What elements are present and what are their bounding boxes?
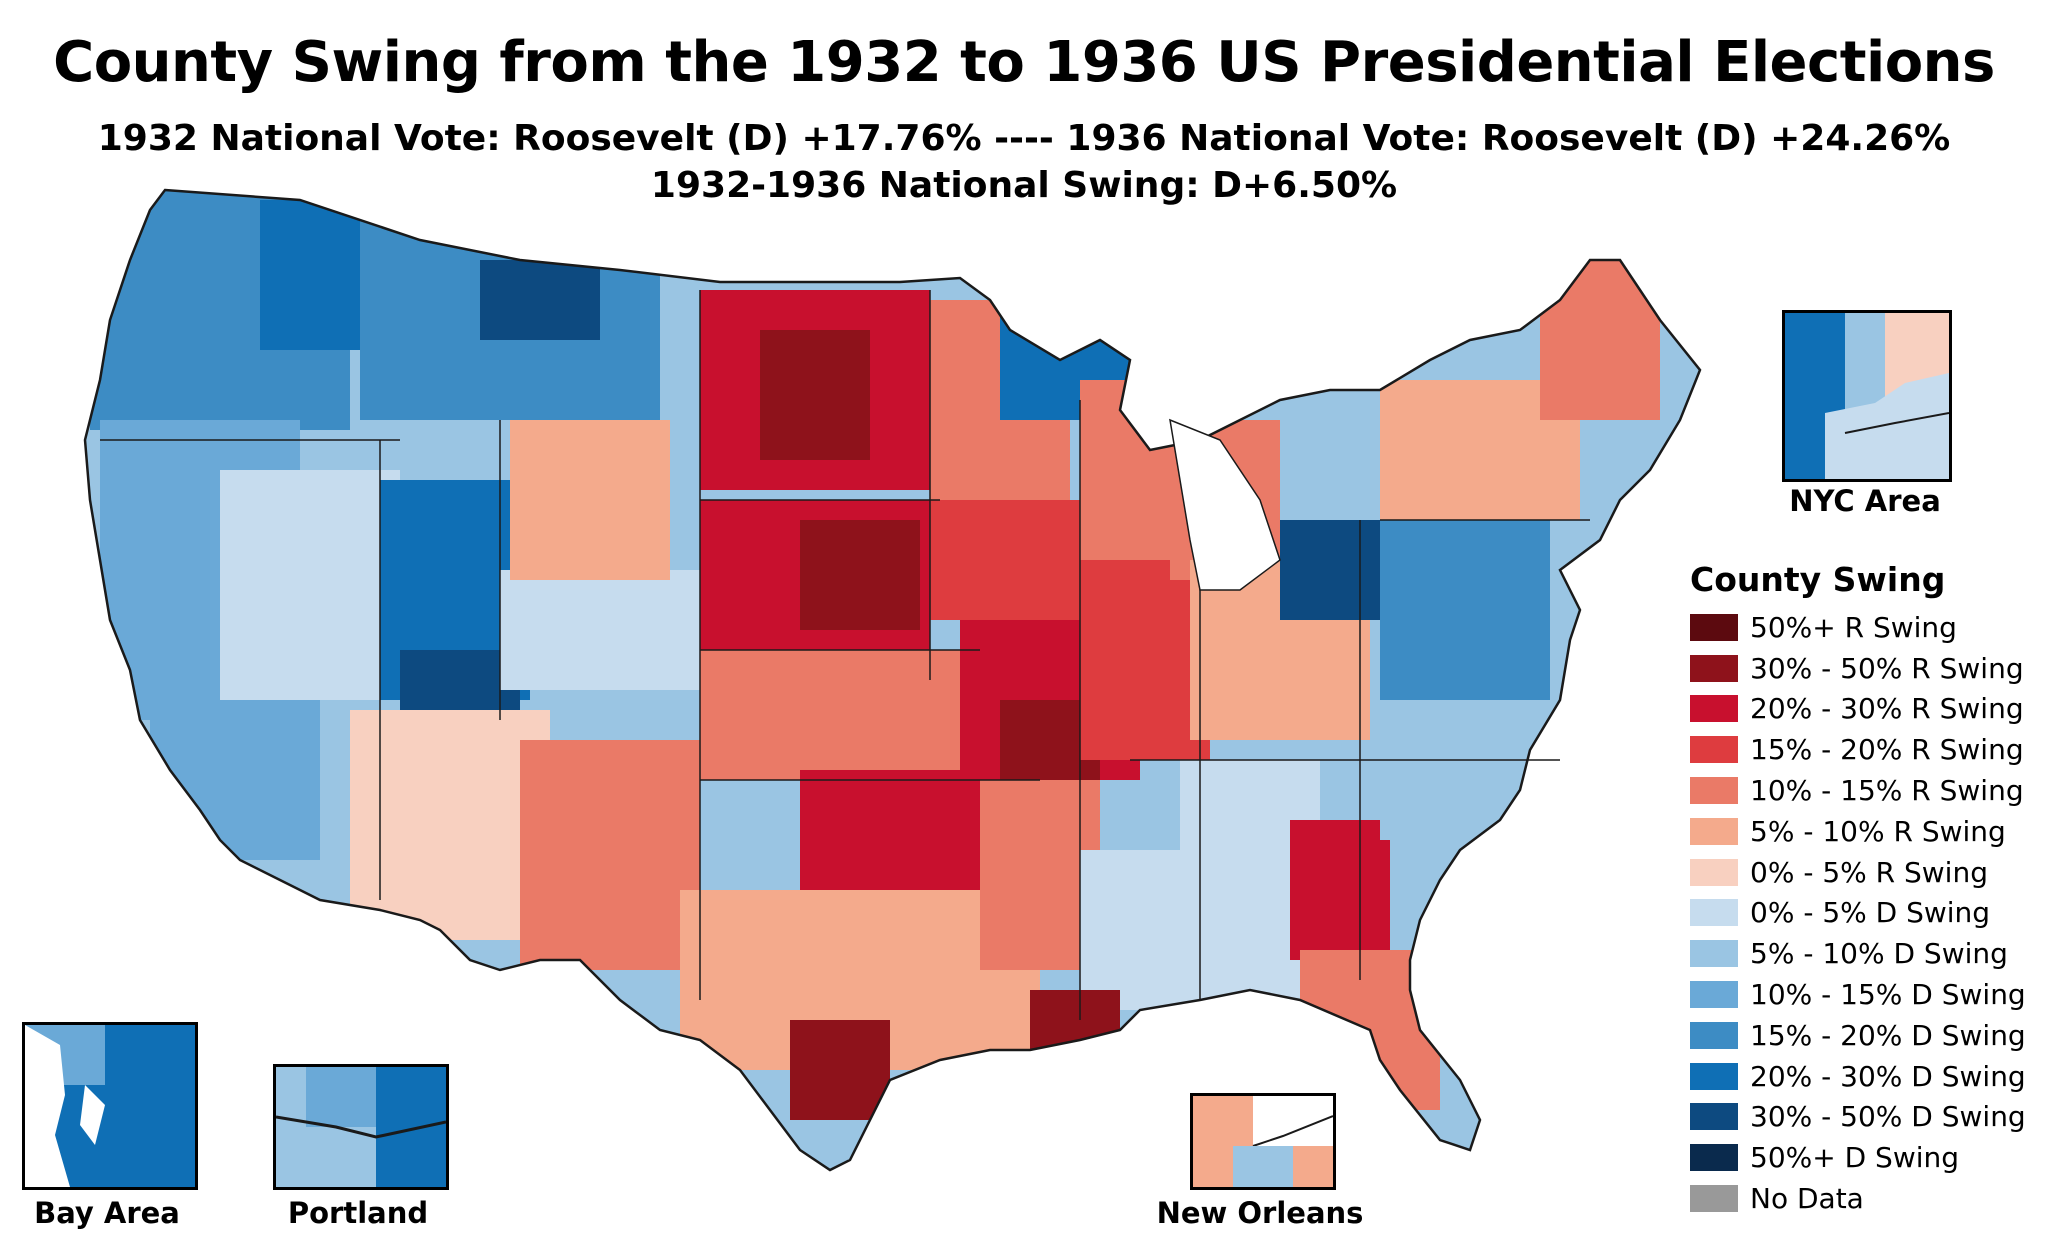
legend-title: County Swing	[1690, 560, 1946, 599]
region-new-england	[1540, 260, 1660, 420]
state-borders	[100, 290, 1590, 1020]
region-illinois	[1080, 560, 1210, 760]
legend-label: 50%+ R Swing	[1750, 610, 1957, 644]
legend-item: 30% - 50% D Swing	[1690, 1097, 2040, 1138]
legend-swatch	[1690, 777, 1738, 805]
region-texas-hill	[790, 1020, 890, 1120]
new-orleans-inset	[1190, 1093, 1336, 1190]
legend-label: 30% - 50% R Swing	[1750, 651, 2024, 685]
portland-inset-label: Portland	[287, 1196, 429, 1230]
region-nebraska-dark	[800, 520, 920, 630]
map-title: County Swing from the 1932 to 1936 US Pr…	[53, 30, 1995, 95]
legend-label: 20% - 30% R Swing	[1750, 692, 2024, 726]
legend-swatch	[1690, 736, 1738, 764]
legend-item: 15% - 20% D Swing	[1690, 1015, 2040, 1056]
legend-item: 50%+ R Swing	[1690, 607, 2040, 648]
legend-swatch	[1690, 899, 1738, 927]
bay-area-inset-label: Bay Area	[34, 1196, 180, 1230]
subtitle-national-vote: 1932 National Vote: Roosevelt (D) +17.76…	[97, 118, 1951, 159]
region-montana-dark	[480, 260, 600, 340]
lake-michigan	[1169, 418, 1281, 591]
legend-swatch	[1690, 817, 1738, 845]
legend-item: 15% - 20% R Swing	[1690, 729, 2040, 770]
new-orleans-inset-label: New Orleans	[1156, 1196, 1364, 1230]
legend-item: 0% - 5% R Swing	[1690, 852, 2040, 893]
legend-swatch	[1690, 1185, 1738, 1213]
legend-swatch	[1690, 858, 1738, 886]
legend-swatch	[1690, 981, 1738, 1009]
legend-swatch	[1690, 1103, 1738, 1131]
legend-label: 0% - 5% R Swing	[1750, 855, 1988, 889]
legend-swatch	[1690, 695, 1738, 723]
region-kansas	[700, 650, 980, 780]
region-carolinas	[1380, 700, 1580, 840]
legend-label: 10% - 15% R Swing	[1750, 774, 2024, 808]
legend-item: 5% - 10% D Swing	[1690, 933, 2040, 974]
region-new-mexico	[520, 740, 700, 970]
legend-item: 10% - 15% R Swing	[1690, 770, 2040, 811]
legend-label: 0% - 5% D Swing	[1750, 896, 1991, 930]
region-mississippi	[1080, 850, 1200, 1010]
legend-label: No Data	[1750, 1182, 1864, 1216]
legend-item: 0% - 5% D Swing	[1690, 893, 2040, 934]
region-oklahoma	[800, 770, 980, 910]
legend-swatch	[1690, 1144, 1738, 1172]
region-wyoming	[510, 420, 670, 580]
region-california-south	[150, 680, 320, 860]
region-iowa	[930, 500, 1090, 620]
region-pennsylvania	[1380, 520, 1550, 700]
legend-swatch	[1690, 1062, 1738, 1090]
legend-item: 30% - 50% R Swing	[1690, 648, 2040, 689]
subtitle-national-swing: 1932-1936 National Swing: D+6.50%	[650, 165, 1398, 206]
bay-area-inset	[22, 1022, 198, 1190]
portland-inset	[273, 1064, 449, 1190]
legend-items: 50%+ R Swing 30% - 50% R Swing 20% - 30%…	[1690, 607, 2040, 1219]
region-louisiana-south	[1030, 990, 1120, 1070]
legend-swatch	[1690, 1021, 1738, 1049]
legend-label: 15% - 20% D Swing	[1750, 1018, 2026, 1052]
region-dakotas-dark	[760, 330, 870, 460]
legend-swatch	[1690, 654, 1738, 682]
legend: County Swing 50%+ R Swing 30% - 50% R Sw…	[1690, 560, 2040, 1219]
region-colorado	[500, 570, 700, 690]
legend-item: No Data	[1690, 1178, 2040, 1219]
legend-item: 20% - 30% D Swing	[1690, 1056, 2040, 1097]
legend-label: 5% - 10% D Swing	[1750, 937, 2008, 971]
region-georgia-north	[1290, 820, 1390, 960]
legend-label: 15% - 20% R Swing	[1750, 733, 2024, 767]
region-arizona	[350, 710, 550, 940]
legend-swatch	[1690, 613, 1738, 641]
legend-label: 30% - 50% D Swing	[1750, 1100, 2026, 1134]
region-nevada	[220, 470, 400, 700]
legend-item: 20% - 30% R Swing	[1690, 689, 2040, 730]
legend-swatch	[1690, 940, 1738, 968]
legend-label: 10% - 15% D Swing	[1750, 978, 2026, 1012]
legend-label: 5% - 10% R Swing	[1750, 814, 2006, 848]
legend-item: 5% - 10% R Swing	[1690, 811, 2040, 852]
nyc-inset	[1782, 310, 1952, 482]
legend-item: 10% - 15% D Swing	[1690, 974, 2040, 1015]
nyc-inset-label: NYC Area	[1789, 484, 1941, 518]
legend-item: 50%+ D Swing	[1690, 1137, 2040, 1178]
legend-label: 20% - 30% D Swing	[1750, 1059, 2026, 1093]
legend-label: 50%+ D Swing	[1750, 1141, 1960, 1175]
